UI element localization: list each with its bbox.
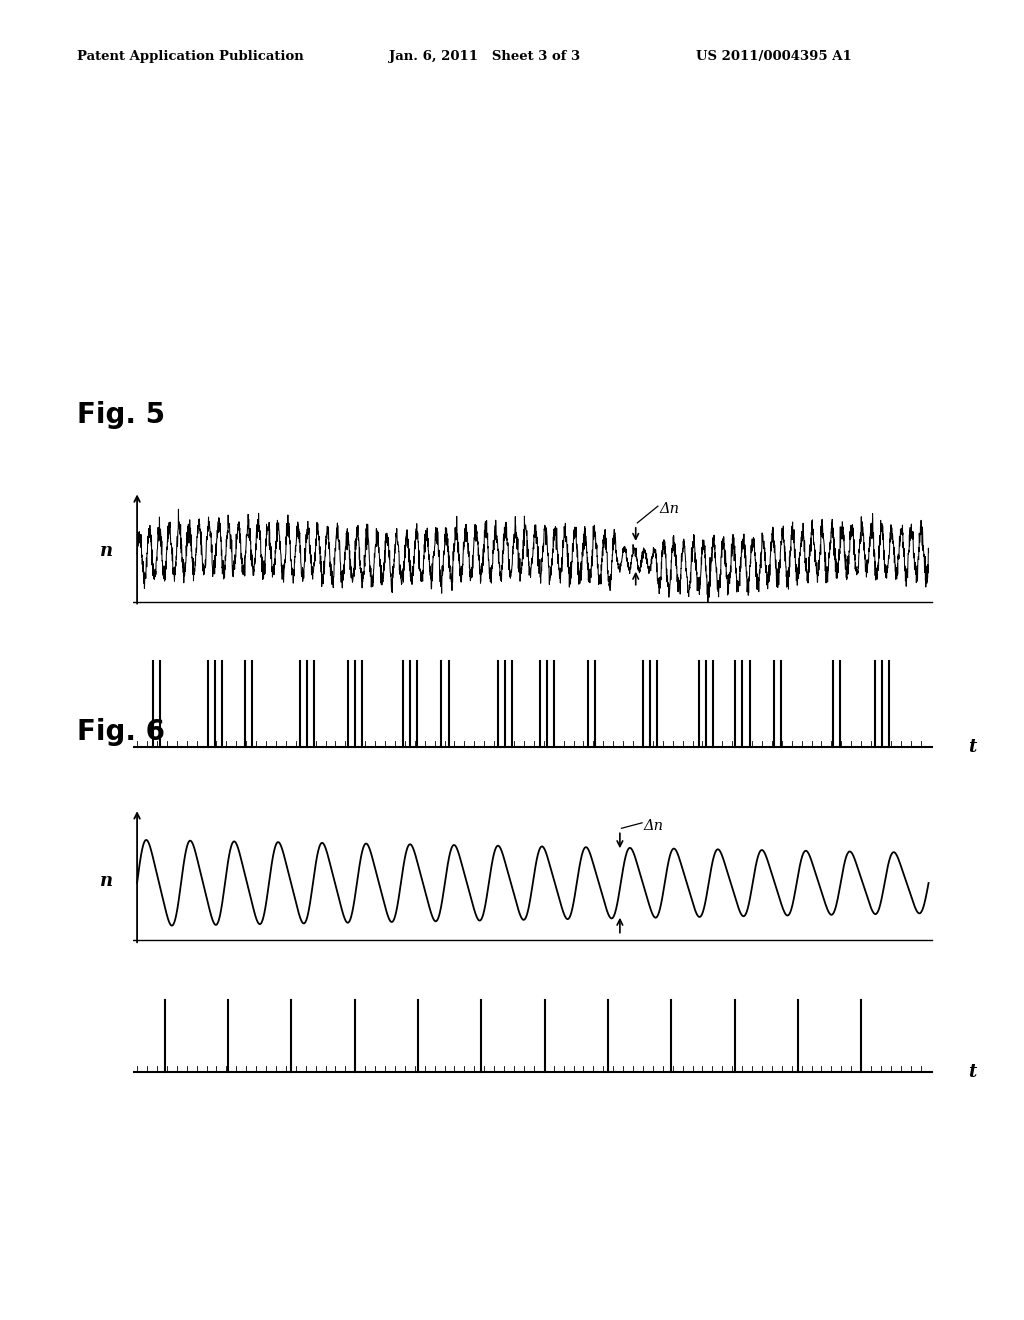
Text: Fig. 5: Fig. 5 bbox=[77, 401, 165, 429]
Text: Δn: Δn bbox=[659, 502, 680, 516]
Text: Δn: Δn bbox=[644, 818, 664, 833]
Text: n: n bbox=[100, 873, 114, 890]
Text: t: t bbox=[968, 1063, 977, 1081]
Text: n: n bbox=[100, 543, 114, 560]
Text: Patent Application Publication: Patent Application Publication bbox=[77, 50, 303, 63]
Text: Fig. 6: Fig. 6 bbox=[77, 718, 165, 746]
Text: Jan. 6, 2011   Sheet 3 of 3: Jan. 6, 2011 Sheet 3 of 3 bbox=[389, 50, 581, 63]
Text: t: t bbox=[968, 738, 977, 756]
Text: US 2011/0004395 A1: US 2011/0004395 A1 bbox=[696, 50, 852, 63]
